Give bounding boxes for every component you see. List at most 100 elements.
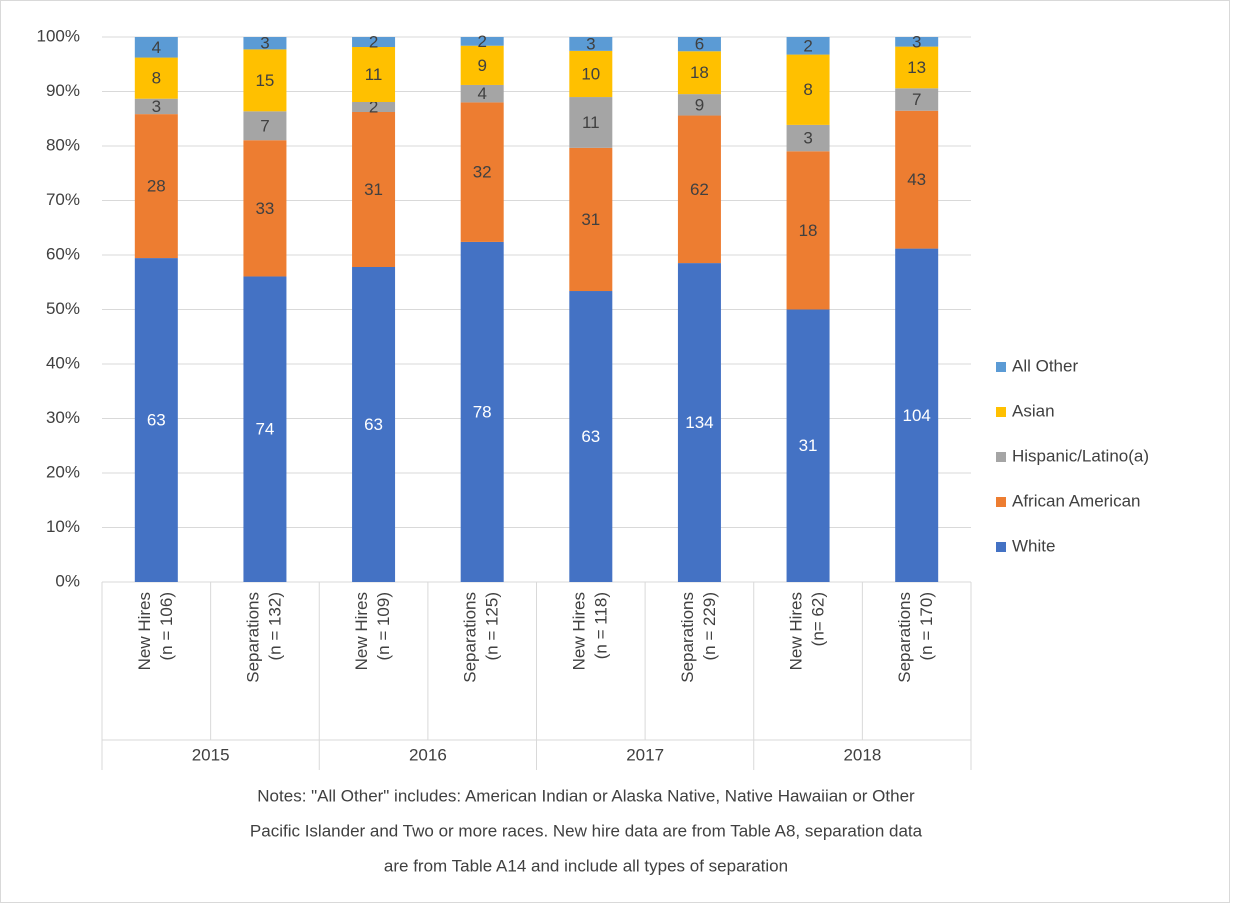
data-label: 63 bbox=[147, 411, 166, 430]
data-label: 2 bbox=[369, 32, 378, 51]
legend-label: Asian bbox=[1012, 401, 1055, 420]
bar-segment bbox=[243, 111, 287, 141]
bar-segment bbox=[352, 37, 396, 47]
data-label: 78 bbox=[473, 402, 492, 421]
data-label: 6 bbox=[695, 35, 704, 54]
bar-segment bbox=[352, 267, 396, 582]
bar-segment bbox=[895, 248, 939, 582]
bar-segment bbox=[243, 140, 287, 277]
data-label: 63 bbox=[364, 415, 383, 434]
data-label: 2 bbox=[803, 36, 812, 55]
bar-segment bbox=[352, 47, 396, 102]
bar-segment bbox=[243, 37, 287, 50]
x-tick-label: Separations bbox=[461, 592, 480, 683]
bar-segment bbox=[786, 54, 830, 125]
bar-segment bbox=[786, 309, 830, 582]
data-label: 11 bbox=[582, 113, 600, 132]
legend-label: Hispanic/Latino(a) bbox=[1012, 446, 1149, 465]
legend-swatch bbox=[996, 452, 1006, 462]
group-label: 2018 bbox=[843, 745, 881, 764]
y-tick-label: 30% bbox=[46, 408, 80, 427]
data-label: 13 bbox=[907, 58, 926, 77]
bar-segment bbox=[134, 258, 178, 582]
legend-label: All Other bbox=[1012, 356, 1078, 375]
bar-segment bbox=[460, 102, 504, 242]
bar-segment bbox=[569, 97, 613, 148]
data-label: 3 bbox=[803, 129, 812, 148]
bar-segment bbox=[677, 37, 721, 52]
x-tick-label: (n = 125) bbox=[483, 592, 502, 661]
data-label: 8 bbox=[803, 80, 812, 99]
note: Pacific Islander and Two or more races. … bbox=[250, 821, 923, 840]
bar-segment bbox=[786, 151, 830, 310]
data-label: 18 bbox=[690, 63, 709, 82]
group-label: 2017 bbox=[626, 745, 664, 764]
data-label: 10 bbox=[581, 64, 600, 83]
data-label: 4 bbox=[477, 84, 486, 103]
bar-segment bbox=[134, 37, 178, 58]
bar-segment bbox=[786, 37, 830, 55]
note: Notes: "All Other" includes: American In… bbox=[257, 786, 915, 805]
data-label: 134 bbox=[685, 413, 713, 432]
data-label: 9 bbox=[695, 95, 704, 114]
data-label: 74 bbox=[255, 420, 274, 439]
legend-swatch bbox=[996, 362, 1006, 372]
bar-segment bbox=[677, 51, 721, 95]
group-label: 2016 bbox=[409, 745, 447, 764]
bar-segment bbox=[677, 263, 721, 582]
y-tick-label: 0% bbox=[55, 571, 80, 590]
x-tick-label: New Hires bbox=[352, 592, 371, 670]
bar-segment bbox=[134, 57, 178, 99]
x-tick-label: (n = 106) bbox=[157, 592, 176, 661]
bar-segment bbox=[352, 102, 396, 112]
bar-segment bbox=[895, 46, 939, 89]
bar-segment bbox=[677, 115, 721, 264]
data-label: 8 bbox=[152, 69, 161, 88]
bar-segment bbox=[243, 49, 287, 112]
bar-segment bbox=[569, 37, 613, 51]
x-tick-label: New Hires bbox=[787, 592, 806, 670]
legend-label: African American bbox=[1012, 491, 1141, 510]
bar-segment bbox=[895, 88, 939, 111]
y-tick-label: 10% bbox=[46, 517, 80, 536]
data-label: 11 bbox=[365, 65, 383, 84]
bar-segment bbox=[460, 241, 504, 583]
data-label: 18 bbox=[799, 221, 818, 240]
bar-segment bbox=[352, 112, 396, 267]
data-label: 7 bbox=[912, 90, 921, 109]
x-tick-label: Separations bbox=[243, 592, 262, 683]
data-label: 63 bbox=[581, 427, 600, 446]
bar-segment bbox=[134, 114, 178, 259]
bar-segment bbox=[569, 291, 613, 582]
y-tick-label: 60% bbox=[46, 244, 80, 263]
x-tick-label: (n = 229) bbox=[700, 592, 719, 661]
data-label: 32 bbox=[473, 163, 492, 182]
legend-swatch bbox=[996, 542, 1006, 552]
y-tick-label: 100% bbox=[37, 26, 80, 45]
bar-segment bbox=[786, 124, 830, 152]
bar-segment bbox=[460, 45, 504, 85]
data-label: 15 bbox=[255, 71, 274, 90]
data-label: 62 bbox=[690, 180, 709, 199]
x-tick-label: (n = 170) bbox=[917, 592, 936, 661]
data-label: 9 bbox=[477, 56, 486, 75]
data-label: 31 bbox=[799, 436, 818, 455]
x-tick-label: (n = 132) bbox=[265, 592, 284, 661]
data-label: 3 bbox=[586, 34, 595, 53]
bar-segment bbox=[460, 37, 504, 46]
data-label: 33 bbox=[255, 199, 274, 218]
y-tick-label: 70% bbox=[46, 190, 80, 209]
bar-segment bbox=[677, 94, 721, 116]
x-tick-label: (n = 109) bbox=[374, 592, 393, 661]
y-tick-label: 20% bbox=[46, 462, 80, 481]
data-label: 4 bbox=[152, 38, 161, 57]
legend-swatch bbox=[996, 407, 1006, 417]
data-label: 3 bbox=[152, 97, 161, 116]
group-label: 2015 bbox=[192, 745, 230, 764]
x-tick-label: (n = 118) bbox=[591, 592, 610, 659]
data-label: 2 bbox=[369, 97, 378, 116]
data-label: 31 bbox=[364, 180, 383, 199]
data-label: 2 bbox=[477, 32, 486, 51]
